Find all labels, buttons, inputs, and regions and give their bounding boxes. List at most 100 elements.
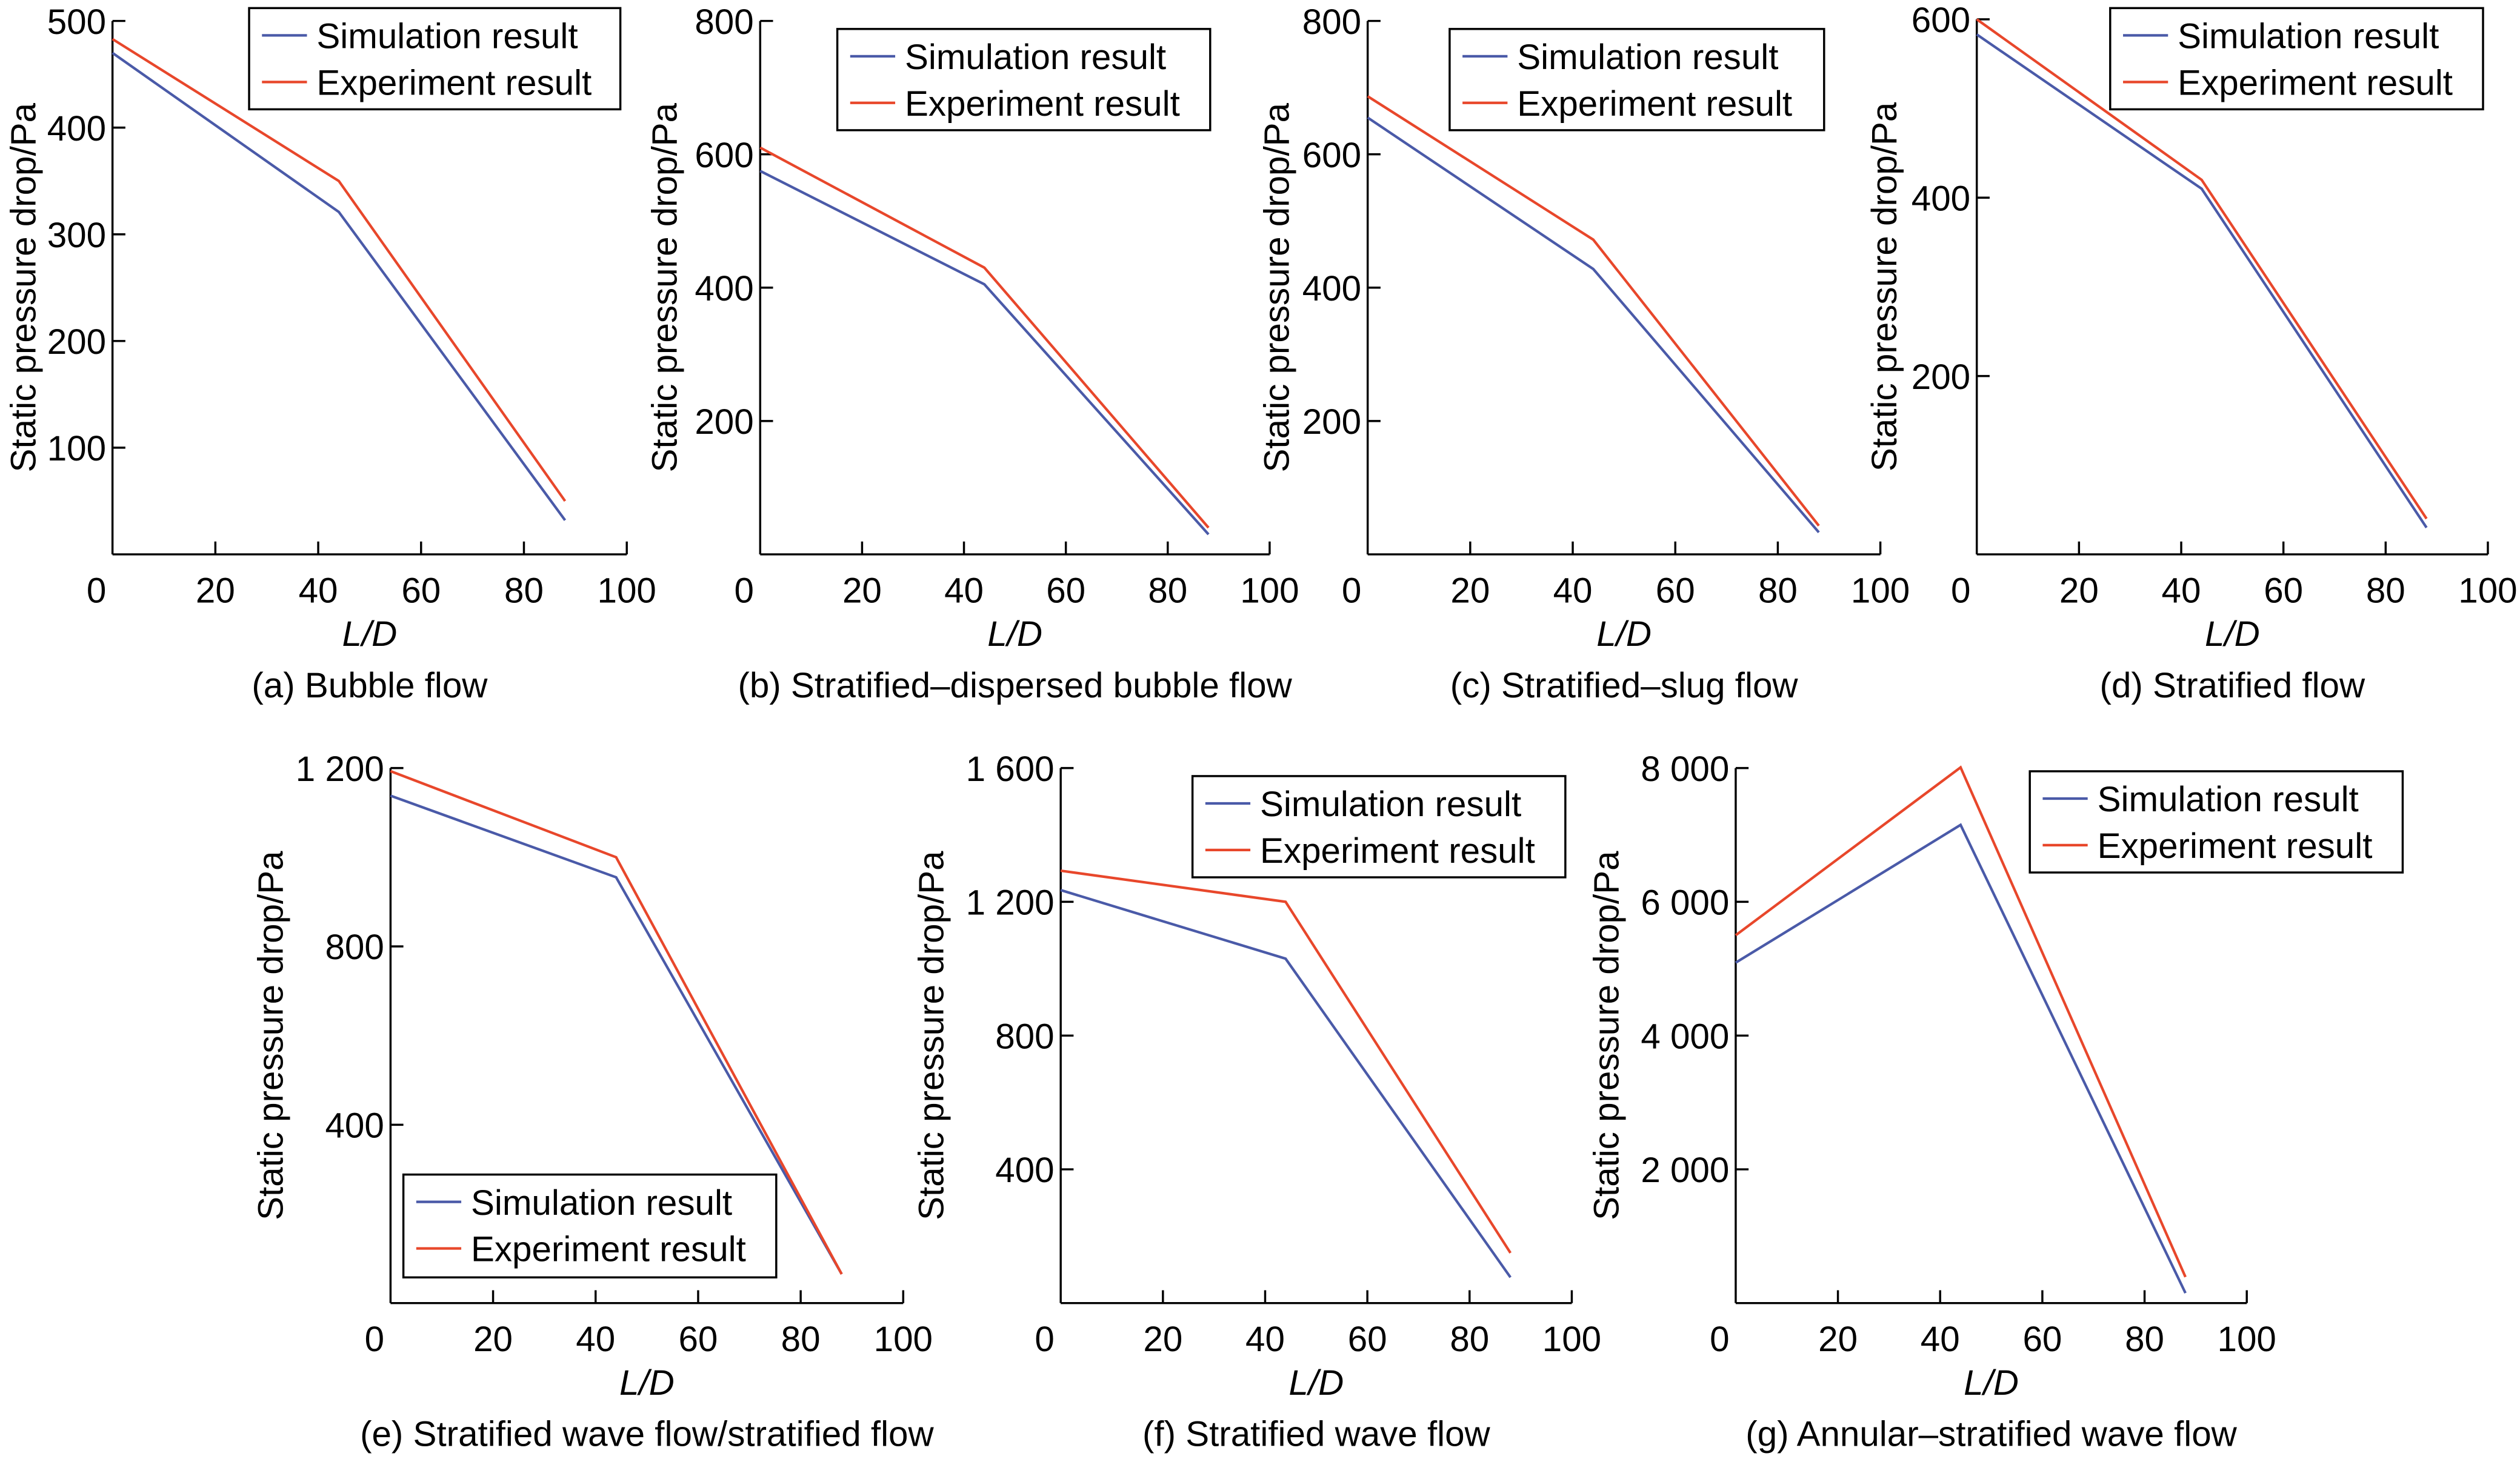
x-tick-label: 100 [598,571,656,611]
legend-label: Experiment result [2178,64,2453,103]
legend-label: Simulation result [316,17,578,56]
legend-label: Simulation result [1260,785,1521,824]
x-tick-label: 40 [2162,571,2201,611]
simulation-series-line [1060,889,1512,1278]
x-tick-label: 20 [196,571,235,611]
legend: Simulation result Experiment result [1448,28,1825,131]
y-tick-label: 200 [1302,402,1361,442]
y-tick-label: 200 [47,322,106,362]
x-axis-label: L/D [619,1363,675,1403]
x-tick-label: 0 [1951,571,1970,611]
x-tick-label: 60 [678,1320,718,1359]
x-tick-label: 20 [1143,1320,1182,1359]
simulation-series-line [390,794,843,1275]
x-tick-label: 80 [781,1320,821,1359]
chart-panel-c: 0 20 40 60 80 100 200 400 600 800 L/D Static pressu… [1258,2,1910,705]
simulation-series-line [1735,823,2187,1294]
x-tick-label: 40 [576,1320,615,1359]
experiment-series-line [1976,18,2428,520]
simulation-series-line [759,170,1210,536]
chart-panel-d: 0 20 40 60 80 100 200 400 600 L/D Static pressure … [1865,1,2518,705]
legend-box [1448,28,1825,131]
legend: Simulation result Experiment result [2109,7,2484,111]
x-tick-label: 20 [2059,571,2099,611]
y-axis-label: Static pressure drop/Pa [252,851,291,1220]
x-tick-label: 80 [1148,571,1187,611]
chart-caption: (b) Stratified–dispersed bubble flow [738,666,1292,705]
legend-label: Simulation result [1517,38,1778,77]
legend-label: Simulation result [905,38,1166,77]
experiment-series-line [1060,869,1512,1254]
x-tick-label: 20 [842,571,882,611]
y-tick-label: 1 200 [966,883,1055,923]
y-axis-label: Static pressure drop/Pa [912,851,952,1220]
legend: Simulation result Experiment result [402,1173,778,1278]
experiment-series-line [390,769,843,1275]
x-tick-label: 40 [1921,1320,1960,1359]
x-tick-label: 20 [1450,571,1490,611]
x-tick-label: 60 [1046,571,1085,611]
x-tick-label: 80 [2125,1320,2164,1359]
y-tick-label: 800 [695,2,753,42]
legend-label: Experiment result [2098,826,2373,866]
y-axis-label: Static pressure drop/Pa [4,102,43,472]
y-axis-label: Static pressure drop/Pa [1258,102,1297,472]
x-tick-label: 40 [944,571,984,611]
y-tick-label: 300 [47,216,106,255]
chart-caption: (e) Stratified wave flow/stratified flow [360,1415,934,1454]
y-tick-label: 400 [695,269,753,308]
chart-panel-f: 0 20 40 60 80 100 400 800 1 200 1 600 L/D Static pr… [912,749,1602,1454]
x-axis-label: L/D [987,614,1042,654]
x-tick-label: 60 [2264,571,2303,611]
y-tick-label: 6 000 [1641,883,1729,923]
x-axis-label: L/D [1288,1363,1344,1403]
chart-caption: (a) Bubble flow [252,666,488,705]
x-tick-label: 0 [1710,1320,1729,1359]
y-tick-label: 1 600 [966,749,1055,789]
chart-panel-g: 0 20 40 60 80 100 2 000 4 000 6 000 8 000 L/D Stati… [1587,749,2404,1454]
x-tick-label: 0 [87,571,106,611]
legend: Simulation result Experiment result [836,28,1212,131]
x-tick-label: 100 [1542,1320,1601,1359]
experiment-series-line [1367,95,1820,527]
legend-box [402,1173,778,1278]
x-tick-label: 0 [1342,571,1361,611]
x-tick-label: 20 [1818,1320,1858,1359]
y-tick-label: 8 000 [1641,749,1729,789]
y-tick-label: 600 [1302,136,1361,175]
y-tick-label: 400 [47,109,106,148]
y-tick-label: 4 000 [1641,1017,1729,1056]
legend-label: Experiment result [1260,831,1535,871]
y-axis-label: Static pressure drop/Pa [1587,851,1626,1220]
legend-box [2028,770,2404,874]
experiment-series-line [759,146,1210,529]
x-tick-label: 40 [299,571,338,611]
legend-label: Simulation result [471,1183,732,1223]
legend: Simulation result Experiment result [1191,775,1567,879]
chart-panel-b: 0 20 40 60 80 100 200 400 600 800 L/D Static pressu… [645,2,1299,705]
y-tick-label: 400 [1912,179,1970,218]
y-tick-label: 1 200 [296,749,384,789]
y-tick-label: 800 [995,1017,1054,1056]
chart-caption: (c) Stratified–slug flow [1450,666,1799,705]
experiment-series-line [1735,765,2187,1278]
legend-box [1191,775,1567,879]
legend-box [248,7,622,111]
y-tick-label: 600 [1912,1,1970,40]
y-tick-label: 100 [47,429,106,468]
chart-panel-a: 0 20 40 60 80 100 100 200 300 400 500 L/D Static pre… [4,2,656,705]
x-axis-label: L/D [1596,614,1652,654]
legend-label: Experiment result [471,1230,746,1269]
chart-caption: (d) Stratified flow [2100,666,2365,705]
x-tick-label: 60 [1656,571,1695,611]
legend-label: Experiment result [905,84,1180,124]
legend: Simulation result Experiment result [248,7,622,111]
x-tick-label: 80 [2366,571,2405,611]
y-tick-label: 800 [325,928,384,967]
y-tick-label: 400 [325,1106,384,1146]
x-tick-label: 100 [1851,571,1910,611]
legend-label: Simulation result [2178,17,2439,56]
legend-box [2109,7,2484,111]
simulation-series-line [1976,33,2428,528]
legend-label: Simulation result [2098,780,2359,819]
